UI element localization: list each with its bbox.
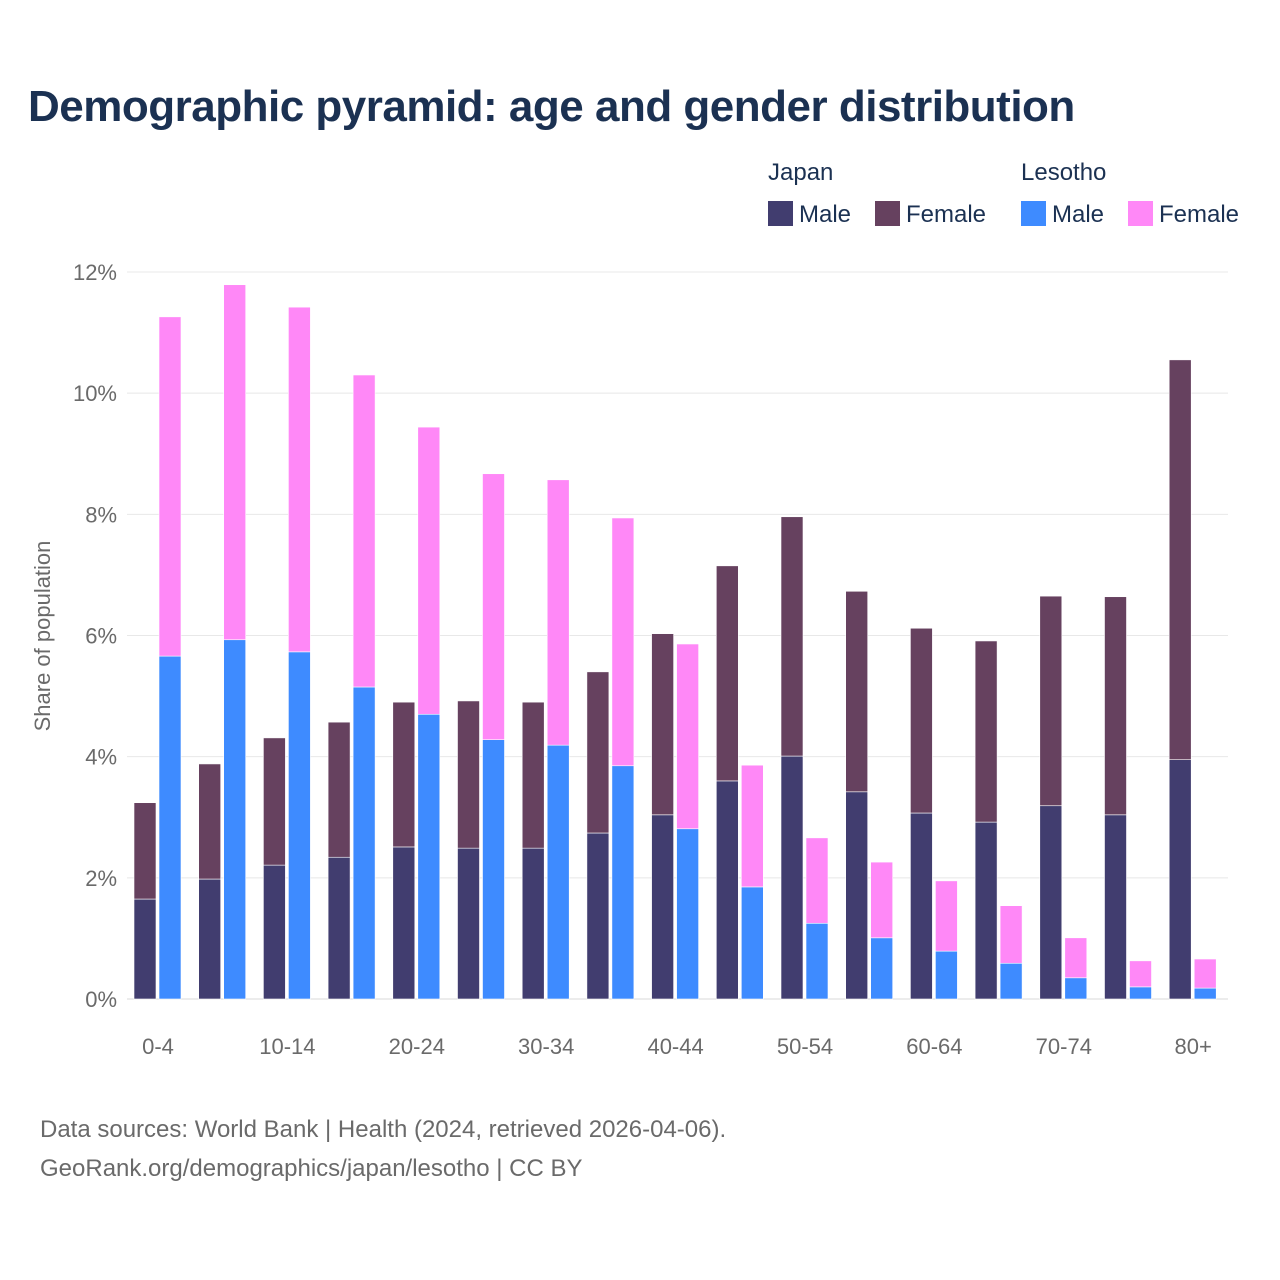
y-tick-label: 12% [73, 260, 117, 285]
y-tick-label: 0% [85, 987, 117, 1012]
bar-lesotho-male-30-34 [546, 744, 570, 1000]
bar-lesotho-female-40-44 [676, 643, 699, 830]
bar-lesotho-male-45-49 [740, 886, 764, 1000]
bar-lesotho-female-80+ [1193, 958, 1217, 989]
bar-lesotho-female-10-14 [288, 306, 311, 653]
bar-lesotho-male-25-29 [482, 739, 505, 1000]
bar-lesotho-male-35-39 [611, 765, 635, 1000]
x-tick-label: 50-54 [777, 1034, 833, 1059]
bar-lesotho-female-0-4 [158, 316, 182, 657]
bar-japan-male-60-64 [910, 812, 933, 1000]
legend-swatch-japan-male [768, 201, 793, 226]
legend-group-title: Lesotho [1021, 159, 1106, 186]
legend-group-title: Japan [768, 159, 833, 186]
y-tick-label: 4% [85, 745, 117, 770]
bar-lesotho-female-60-64 [935, 880, 958, 952]
bar-japan-female-25-29 [457, 700, 480, 849]
source-text: Data sources: World Bank | Health (2024,… [40, 1116, 727, 1143]
x-tick-label: 60-64 [906, 1034, 962, 1059]
bar-japan-male-15-19 [327, 856, 351, 1000]
legend-label: Male [799, 201, 851, 228]
bar-lesotho-female-15-19 [352, 374, 376, 688]
bar-lesotho-male-40-44 [676, 828, 699, 1000]
bar-japan-female-65-69 [974, 640, 998, 823]
bar-lesotho-female-70-74 [1064, 937, 1088, 979]
bar-japan-female-10-14 [263, 737, 286, 866]
y-tick-label: 8% [85, 502, 117, 527]
bar-lesotho-male-80+ [1193, 987, 1217, 1000]
bar-japan-male-25-29 [457, 847, 480, 1000]
bar-japan-male-40-44 [651, 814, 674, 1000]
x-tick-label: 40-44 [647, 1034, 703, 1059]
bar-lesotho-female-20-24 [417, 426, 441, 715]
bar-lesotho-male-55-59 [870, 937, 894, 1000]
bar-japan-male-70-74 [1039, 805, 1063, 1000]
bar-lesotho-male-70-74 [1064, 977, 1088, 1000]
bar-japan-male-35-39 [586, 832, 610, 1000]
bar-japan-male-0-4 [133, 898, 157, 1000]
legend-label: Female [906, 201, 986, 228]
bar-japan-female-60-64 [910, 627, 933, 814]
y-tick-label: 6% [85, 624, 117, 649]
bar-lesotho-female-75-79 [1129, 960, 1152, 988]
bar-lesotho-female-65-69 [999, 905, 1023, 964]
bar-japan-female-45-49 [715, 565, 739, 782]
bar-lesotho-female-30-34 [546, 479, 570, 746]
bar-japan-female-5-9 [198, 763, 221, 880]
bar-japan-male-45-49 [715, 780, 739, 1000]
bar-japan-female-70-74 [1039, 595, 1063, 807]
bar-japan-male-20-24 [392, 846, 416, 1000]
bar-japan-female-30-34 [521, 701, 545, 849]
y-tick-label: 2% [85, 866, 117, 891]
bar-lesotho-female-5-9 [223, 284, 246, 641]
x-tick-label: 10-14 [259, 1034, 315, 1059]
bar-lesotho-female-45-49 [740, 764, 764, 888]
x-tick-label: 20-24 [389, 1034, 445, 1059]
bar-japan-male-65-69 [974, 821, 998, 1000]
bar-japan-female-40-44 [651, 633, 674, 816]
y-tick-label: 10% [73, 381, 117, 406]
bar-lesotho-male-10-14 [288, 651, 311, 1000]
bar-lesotho-female-50-54 [805, 837, 829, 924]
bar-japan-male-80+ [1168, 759, 1192, 1000]
bar-japan-male-5-9 [198, 878, 221, 1000]
bar-japan-female-20-24 [392, 701, 416, 848]
x-tick-label: 70-74 [1036, 1034, 1092, 1059]
x-tick-label: 0-4 [142, 1034, 174, 1059]
bar-lesotho-male-5-9 [223, 639, 246, 1000]
bar-lesotho-female-25-29 [482, 473, 505, 741]
bar-lesotho-male-15-19 [352, 686, 376, 1000]
bar-lesotho-male-60-64 [935, 950, 958, 1000]
y-axis-label: Share of population [30, 541, 55, 732]
bar-japan-male-30-34 [521, 847, 545, 1000]
bar-japan-female-35-39 [586, 671, 610, 834]
bar-lesotho-male-20-24 [417, 713, 441, 1000]
bar-japan-female-15-19 [327, 721, 351, 858]
bar-japan-male-75-79 [1104, 814, 1127, 1000]
bar-japan-female-55-59 [845, 590, 869, 793]
legend-swatch-japan-female [875, 201, 900, 226]
legend-label: Male [1052, 201, 1104, 228]
bar-lesotho-female-35-39 [611, 517, 635, 767]
bar-japan-male-50-54 [780, 755, 804, 1000]
legend-swatch-lesotho-female [1128, 201, 1153, 226]
bar-japan-female-50-54 [780, 516, 804, 757]
legend-swatch-lesotho-male [1021, 201, 1046, 226]
bar-japan-female-75-79 [1104, 596, 1127, 816]
x-tick-label: 80+ [1175, 1034, 1212, 1059]
bar-lesotho-male-75-79 [1129, 986, 1152, 1000]
bar-lesotho-male-50-54 [805, 922, 829, 1000]
legend-label: Female [1159, 201, 1239, 228]
bar-lesotho-male-0-4 [158, 655, 182, 1000]
bar-lesotho-male-65-69 [999, 962, 1023, 1000]
bar-japan-female-0-4 [133, 802, 157, 900]
bar-japan-female-80+ [1168, 359, 1192, 760]
bar-japan-male-10-14 [263, 864, 286, 1000]
bar-lesotho-female-55-59 [870, 861, 894, 939]
x-tick-label: 30-34 [518, 1034, 574, 1059]
bar-japan-male-55-59 [845, 791, 869, 1000]
source-url: GeoRank.org/demographics/japan/lesotho |… [40, 1155, 583, 1182]
chart-title: Demographic pyramid: age and gender dist… [28, 82, 1075, 131]
